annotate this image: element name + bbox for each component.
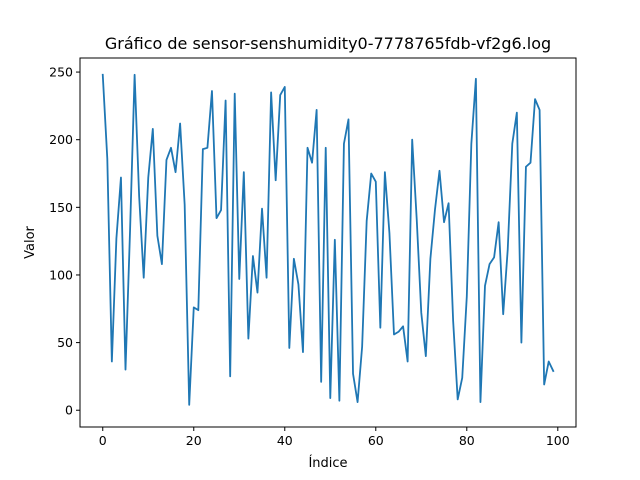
y-tick-label: 50	[57, 335, 73, 350]
y-tick-label: 200	[49, 132, 73, 147]
y-tick-label: 250	[49, 65, 73, 80]
x-tick-label: 0	[99, 433, 107, 448]
x-tick-label: 20	[186, 433, 202, 448]
y-tick-label: 150	[49, 200, 73, 215]
x-axis: 0 20 40 60 80 100	[99, 427, 570, 448]
y-axis: 0 50 100 150 200 250	[49, 65, 80, 418]
y-tick-label: 100	[49, 267, 73, 282]
y-tick-label: 0	[65, 403, 73, 418]
x-tick-label: 80	[459, 433, 475, 448]
x-axis-label: Índice	[308, 455, 347, 471]
x-tick-label: 100	[546, 433, 570, 448]
series-line	[101, 73, 555, 406]
x-tick-label: 40	[277, 433, 293, 448]
plot-frame	[79, 57, 577, 428]
y-axis-label: Valor	[23, 225, 38, 258]
x-tick-label: 60	[368, 433, 384, 448]
chart-title: Gráfico de sensor-senshumidity0-7778765f…	[105, 34, 551, 53]
plot-area	[79, 57, 577, 428]
